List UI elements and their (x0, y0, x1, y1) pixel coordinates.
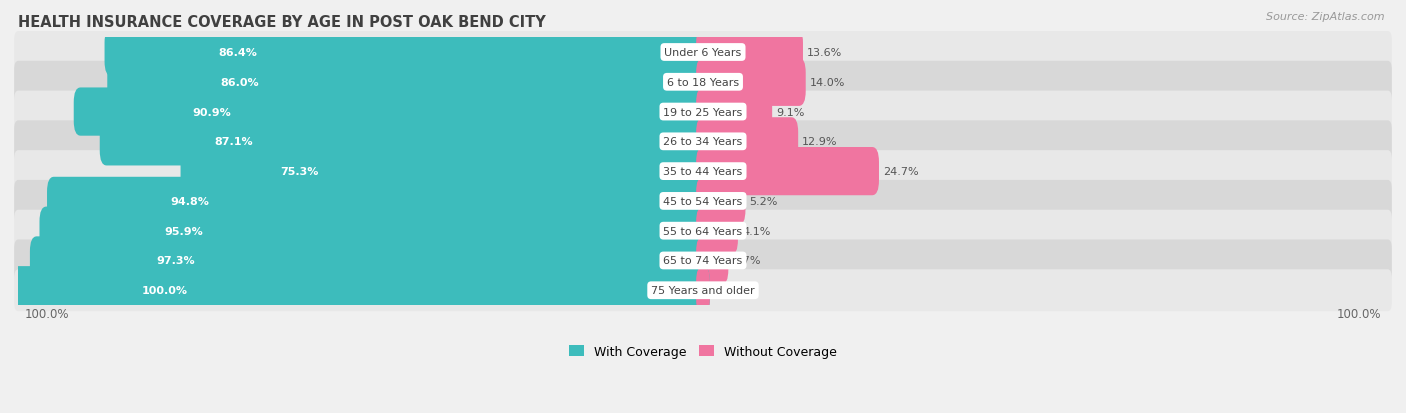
Text: 4.1%: 4.1% (742, 226, 770, 236)
Text: 19 to 25 Years: 19 to 25 Years (664, 107, 742, 117)
FancyBboxPatch shape (30, 237, 710, 285)
Text: 86.4%: 86.4% (218, 48, 257, 58)
Text: 12.9%: 12.9% (803, 137, 838, 147)
Text: 75 Years and older: 75 Years and older (651, 285, 755, 296)
FancyBboxPatch shape (14, 210, 1392, 252)
FancyBboxPatch shape (696, 29, 803, 77)
Text: 75.3%: 75.3% (280, 167, 319, 177)
FancyBboxPatch shape (104, 29, 710, 77)
Text: Source: ZipAtlas.com: Source: ZipAtlas.com (1267, 12, 1385, 22)
FancyBboxPatch shape (696, 59, 806, 107)
Text: 86.0%: 86.0% (221, 78, 259, 88)
FancyBboxPatch shape (696, 237, 728, 285)
Text: 6 to 18 Years: 6 to 18 Years (666, 78, 740, 88)
Text: 95.9%: 95.9% (165, 226, 204, 236)
Text: 9.1%: 9.1% (776, 107, 804, 117)
FancyBboxPatch shape (107, 59, 710, 107)
FancyBboxPatch shape (696, 177, 745, 225)
FancyBboxPatch shape (11, 266, 710, 315)
FancyBboxPatch shape (696, 118, 799, 166)
FancyBboxPatch shape (14, 121, 1392, 163)
FancyBboxPatch shape (73, 88, 710, 136)
FancyBboxPatch shape (14, 270, 1392, 311)
Text: 5.2%: 5.2% (749, 197, 778, 206)
FancyBboxPatch shape (14, 151, 1392, 192)
FancyBboxPatch shape (696, 266, 710, 315)
FancyBboxPatch shape (696, 147, 879, 196)
Text: 90.9%: 90.9% (193, 107, 232, 117)
Text: 55 to 64 Years: 55 to 64 Years (664, 226, 742, 236)
Text: 94.8%: 94.8% (170, 197, 209, 206)
Text: Under 6 Years: Under 6 Years (665, 48, 741, 58)
Text: 100.0%: 100.0% (142, 285, 187, 296)
Text: 100.0%: 100.0% (1336, 307, 1381, 320)
FancyBboxPatch shape (39, 207, 710, 255)
FancyBboxPatch shape (100, 118, 710, 166)
FancyBboxPatch shape (696, 88, 772, 136)
Text: 65 to 74 Years: 65 to 74 Years (664, 256, 742, 266)
Text: 35 to 44 Years: 35 to 44 Years (664, 167, 742, 177)
Text: 97.3%: 97.3% (156, 256, 195, 266)
Text: 24.7%: 24.7% (883, 167, 918, 177)
Text: 87.1%: 87.1% (214, 137, 253, 147)
Text: 45 to 54 Years: 45 to 54 Years (664, 197, 742, 206)
Text: 26 to 34 Years: 26 to 34 Years (664, 137, 742, 147)
FancyBboxPatch shape (696, 207, 738, 255)
FancyBboxPatch shape (46, 177, 710, 225)
FancyBboxPatch shape (14, 62, 1392, 104)
Text: 0.0%: 0.0% (714, 285, 742, 296)
FancyBboxPatch shape (14, 91, 1392, 133)
Text: HEALTH INSURANCE COVERAGE BY AGE IN POST OAK BEND CITY: HEALTH INSURANCE COVERAGE BY AGE IN POST… (18, 15, 546, 30)
FancyBboxPatch shape (14, 180, 1392, 222)
FancyBboxPatch shape (180, 147, 710, 196)
Text: 14.0%: 14.0% (810, 78, 845, 88)
FancyBboxPatch shape (14, 32, 1392, 74)
FancyBboxPatch shape (14, 240, 1392, 282)
Legend: With Coverage, Without Coverage: With Coverage, Without Coverage (569, 345, 837, 358)
Text: 13.6%: 13.6% (807, 48, 842, 58)
Text: 2.7%: 2.7% (733, 256, 761, 266)
Text: 100.0%: 100.0% (25, 307, 70, 320)
